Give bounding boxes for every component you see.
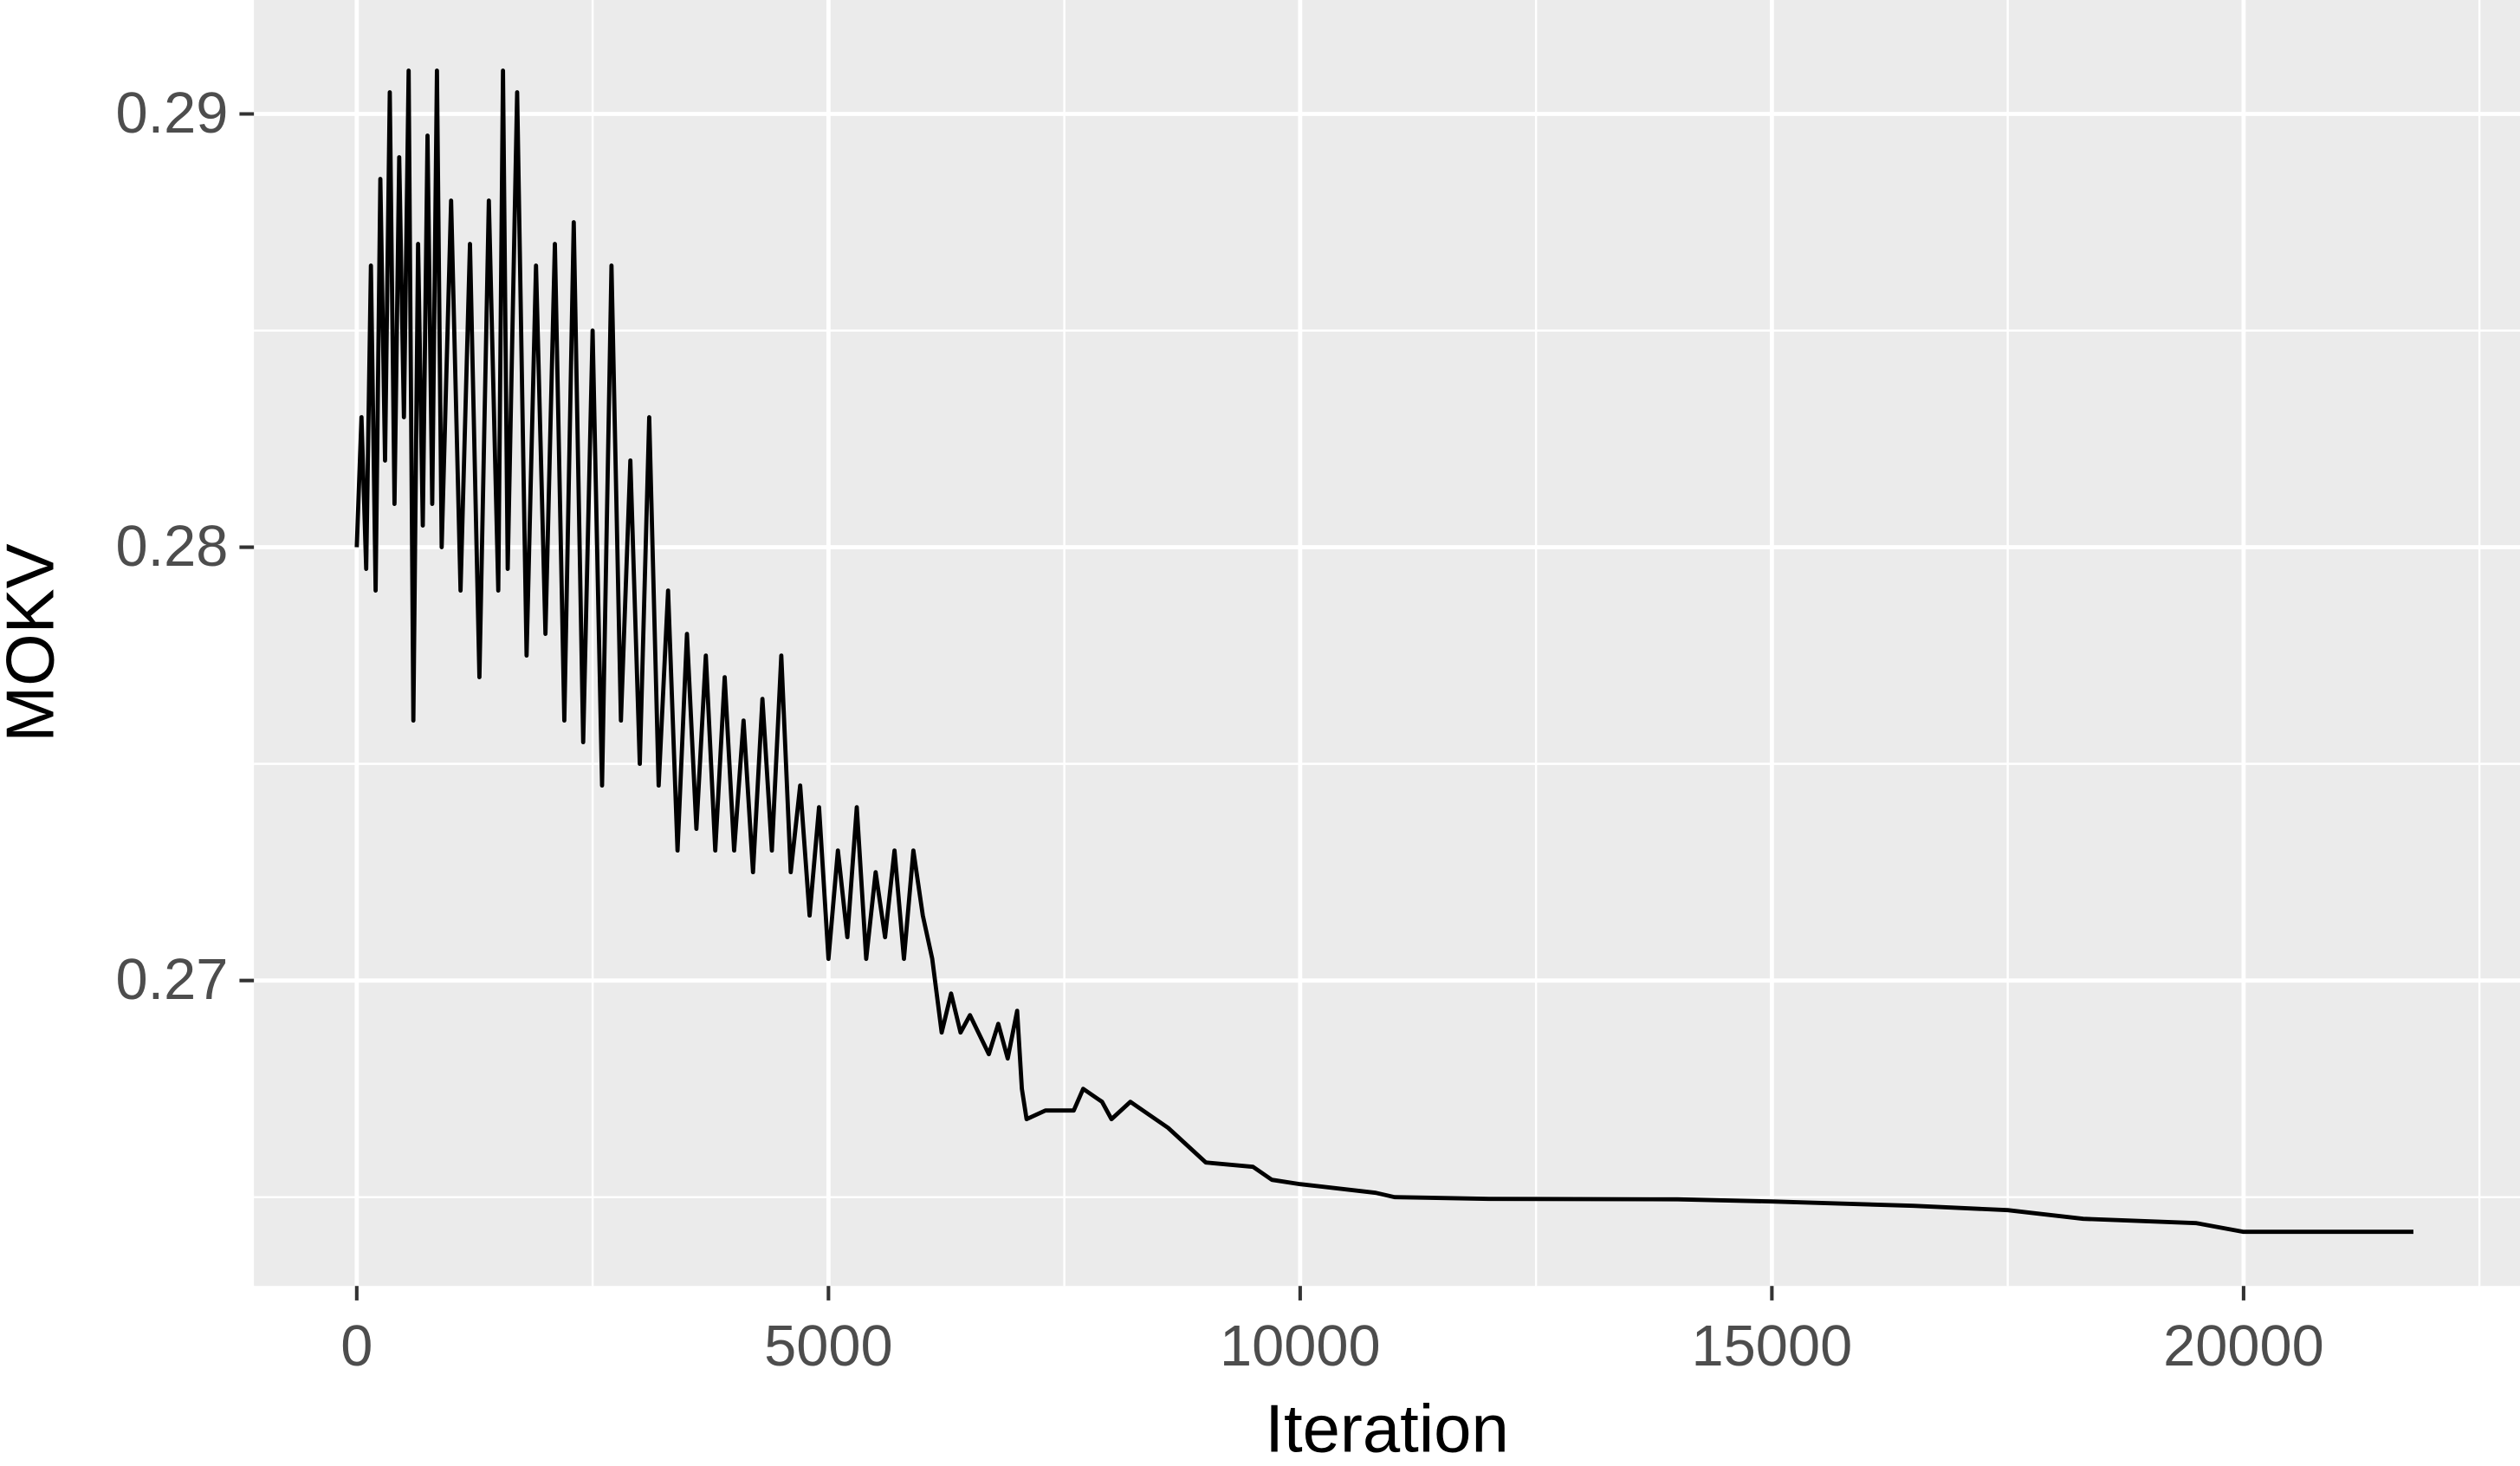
panel <box>254 0 2520 1287</box>
x-tick-label: 10000 <box>1220 1314 1381 1378</box>
y-axis-title: MOKV <box>0 543 68 742</box>
y-tick-label: 0.29 <box>115 81 228 146</box>
x-tick-label: 20000 <box>2163 1314 2324 1378</box>
x-tick-label: 5000 <box>764 1314 893 1378</box>
x-tick-label: 15000 <box>1692 1314 1853 1378</box>
x-axis-title: Iteration <box>1265 1390 1508 1466</box>
marks <box>354 68 2413 1235</box>
data-line <box>354 68 2413 1235</box>
x-tick-label: 0 <box>340 1314 372 1378</box>
y-tick-label: 0.28 <box>115 515 228 579</box>
y-tick-label: 0.27 <box>115 948 228 1012</box>
